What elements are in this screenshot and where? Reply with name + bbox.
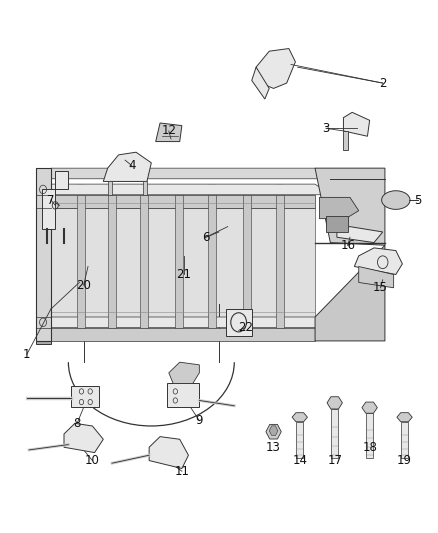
Polygon shape xyxy=(401,422,408,458)
Text: 2: 2 xyxy=(379,77,386,90)
Text: 19: 19 xyxy=(397,454,412,467)
Polygon shape xyxy=(143,181,147,195)
Polygon shape xyxy=(266,424,281,439)
Polygon shape xyxy=(337,227,383,243)
Polygon shape xyxy=(343,112,370,136)
Polygon shape xyxy=(51,317,330,328)
Polygon shape xyxy=(326,216,348,232)
Polygon shape xyxy=(243,195,251,328)
Text: 9: 9 xyxy=(196,414,203,427)
Polygon shape xyxy=(64,423,103,453)
Polygon shape xyxy=(319,197,359,219)
Polygon shape xyxy=(103,152,151,181)
Text: 8: 8 xyxy=(74,417,81,430)
Text: 11: 11 xyxy=(174,465,189,478)
Polygon shape xyxy=(175,195,183,328)
Text: 20: 20 xyxy=(76,279,91,292)
Text: 15: 15 xyxy=(373,281,388,294)
Polygon shape xyxy=(108,195,116,328)
Polygon shape xyxy=(149,437,188,469)
Polygon shape xyxy=(208,195,216,328)
Polygon shape xyxy=(362,402,377,413)
Polygon shape xyxy=(366,413,373,458)
Polygon shape xyxy=(226,309,252,336)
Text: 22: 22 xyxy=(238,321,253,334)
Text: 3: 3 xyxy=(322,122,330,135)
Polygon shape xyxy=(256,49,295,88)
Polygon shape xyxy=(51,168,330,179)
Text: 16: 16 xyxy=(340,239,355,252)
Polygon shape xyxy=(35,168,51,341)
Polygon shape xyxy=(269,426,278,435)
Polygon shape xyxy=(166,383,199,407)
Polygon shape xyxy=(35,330,51,344)
Polygon shape xyxy=(327,397,343,409)
Text: 21: 21 xyxy=(177,268,191,281)
Polygon shape xyxy=(51,328,315,341)
Text: 12: 12 xyxy=(161,124,176,138)
Polygon shape xyxy=(315,168,385,245)
Polygon shape xyxy=(71,386,99,407)
Polygon shape xyxy=(354,248,403,274)
Polygon shape xyxy=(397,413,412,422)
Polygon shape xyxy=(51,208,315,317)
Polygon shape xyxy=(169,362,199,383)
Polygon shape xyxy=(108,181,112,195)
Ellipse shape xyxy=(381,191,410,209)
Text: 5: 5 xyxy=(414,193,421,207)
Text: 7: 7 xyxy=(47,193,55,207)
Polygon shape xyxy=(155,123,182,142)
Polygon shape xyxy=(292,413,307,422)
Text: 18: 18 xyxy=(362,441,377,454)
Text: 17: 17 xyxy=(327,454,342,467)
Polygon shape xyxy=(359,266,394,288)
Polygon shape xyxy=(51,184,330,195)
Polygon shape xyxy=(51,195,315,208)
Polygon shape xyxy=(42,171,68,229)
Polygon shape xyxy=(315,245,385,341)
Text: 1: 1 xyxy=(23,348,31,361)
Polygon shape xyxy=(141,195,148,328)
Polygon shape xyxy=(77,195,85,328)
Text: 6: 6 xyxy=(202,231,210,244)
Polygon shape xyxy=(331,409,338,458)
Polygon shape xyxy=(343,131,348,150)
Text: 14: 14 xyxy=(292,454,307,467)
Text: 10: 10 xyxy=(85,454,100,467)
Polygon shape xyxy=(35,168,51,330)
Polygon shape xyxy=(252,67,269,99)
Text: 4: 4 xyxy=(128,159,135,172)
Text: 13: 13 xyxy=(266,441,281,454)
Polygon shape xyxy=(297,422,303,458)
Polygon shape xyxy=(276,195,284,328)
